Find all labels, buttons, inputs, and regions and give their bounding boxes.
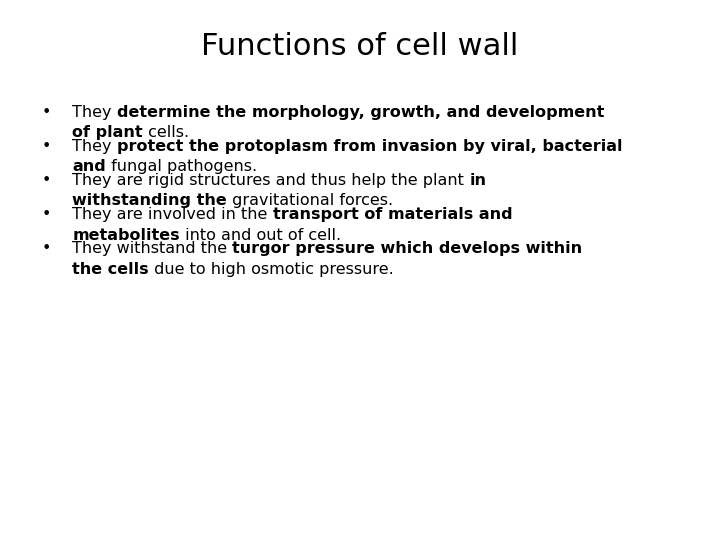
Text: into and out of cell.: into and out of cell.	[180, 227, 341, 242]
Text: •: •	[42, 105, 51, 120]
Text: •: •	[42, 173, 51, 188]
Text: due to high osmotic pressure.: due to high osmotic pressure.	[149, 261, 394, 276]
Text: transport of materials and: transport of materials and	[273, 207, 513, 222]
Text: They: They	[72, 105, 117, 120]
Text: metabolites: metabolites	[72, 227, 180, 242]
Text: Functions of cell wall: Functions of cell wall	[202, 32, 518, 62]
Text: in: in	[469, 173, 486, 188]
Text: cells.: cells.	[143, 125, 189, 140]
Text: fungal pathogens.: fungal pathogens.	[106, 159, 257, 174]
Text: gravitational forces.: gravitational forces.	[227, 193, 393, 208]
Text: the cells: the cells	[72, 261, 149, 276]
Text: •: •	[42, 241, 51, 256]
Text: and: and	[72, 159, 106, 174]
Text: of plant: of plant	[72, 125, 143, 140]
Text: They withstand the: They withstand the	[72, 241, 233, 256]
Text: They: They	[72, 139, 117, 154]
Text: They are involved in the: They are involved in the	[72, 207, 273, 222]
Text: turgor pressure which develops within: turgor pressure which develops within	[233, 241, 582, 256]
Text: They are rigid structures and thus help the plant: They are rigid structures and thus help …	[72, 173, 469, 188]
Text: •: •	[42, 207, 51, 222]
Text: •: •	[42, 139, 51, 154]
Text: withstanding the: withstanding the	[72, 193, 227, 208]
Text: protect the protoplasm from invasion by viral, bacterial: protect the protoplasm from invasion by …	[117, 139, 622, 154]
Text: determine the morphology, growth, and development: determine the morphology, growth, and de…	[117, 105, 604, 120]
